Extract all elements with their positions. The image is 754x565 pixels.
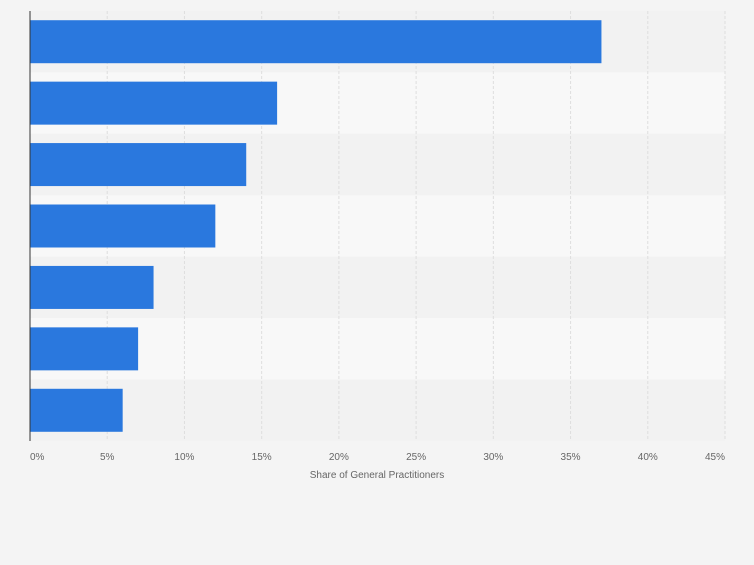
x-tick-label: 35% (561, 452, 581, 463)
bar (30, 388, 123, 432)
x-tick-label: 10% (174, 452, 194, 463)
bar (30, 143, 247, 187)
x-tick-label: 15% (252, 452, 272, 463)
row-band (30, 379, 725, 441)
bar (30, 265, 154, 309)
bar (30, 81, 278, 125)
bar (30, 204, 216, 248)
bar (30, 327, 139, 371)
row-band (30, 318, 725, 380)
x-tick-label: 45% (705, 452, 725, 463)
x-axis-label: Share of General Practitioners (310, 470, 445, 481)
x-axis-ticks: 0% 5% 10% 15% 20% 25% 30% 35% 40% 45% (30, 452, 725, 463)
x-tick-label: 25% (406, 452, 426, 463)
x-tick-label: 30% (483, 452, 503, 463)
x-tick-label: 5% (100, 452, 115, 463)
x-tick-label: 0% (30, 452, 45, 463)
bar (30, 20, 602, 64)
x-tick-label: 20% (329, 452, 349, 463)
bars (30, 20, 602, 432)
x-tick-label: 40% (638, 452, 658, 463)
